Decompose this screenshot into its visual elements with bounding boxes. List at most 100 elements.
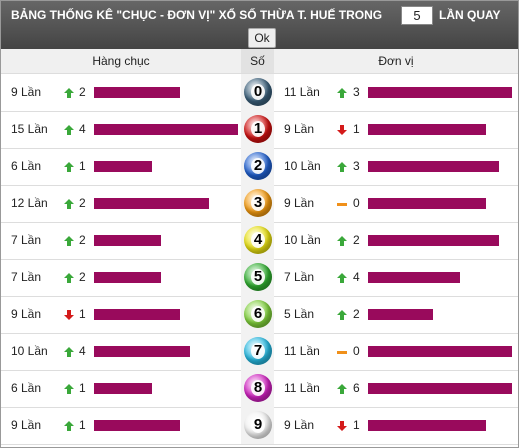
units-change: 1 [353, 122, 360, 136]
draw-count-input[interactable]: 5 [401, 6, 433, 25]
ball-highlight [251, 269, 265, 285]
trend-shape [64, 421, 74, 431]
ball-highlight [251, 195, 265, 211]
units-change: 2 [353, 233, 360, 247]
table-row: 12 Lần 2 3 9 Lần 0 [1, 185, 518, 223]
table-row: 9 Lần 2 0 11 Lần 3 [1, 74, 518, 112]
tens-change: 1 [79, 307, 86, 321]
digit: 3 [253, 194, 263, 211]
digit-ball: 6 [244, 300, 272, 328]
trend-icon [64, 273, 74, 283]
tens-change: 2 [79, 233, 86, 247]
units-bar [368, 198, 486, 209]
trend-shape [337, 125, 347, 135]
trend-shape [64, 236, 74, 246]
tens-bar [94, 235, 162, 246]
trend-icon [337, 162, 347, 172]
units-change: 3 [353, 85, 360, 99]
ball-highlight [251, 343, 265, 359]
digit: 1 [253, 120, 263, 137]
table-row: 10 Lần 4 7 11 Lần 0 [1, 333, 518, 371]
digit-ball: 7 [244, 337, 272, 365]
units-bar [368, 272, 460, 283]
units-change: 0 [353, 344, 360, 358]
trend-icon [337, 273, 347, 283]
tens-bar [94, 383, 152, 394]
digit-ball: 1 [244, 115, 272, 143]
trend-shape [337, 273, 347, 283]
table-row: 6 Lần 1 2 10 Lần 3 [1, 148, 518, 186]
digit: 6 [253, 305, 263, 322]
tens-bar [94, 420, 181, 431]
digit: 8 [253, 379, 263, 396]
trend-icon [337, 421, 347, 431]
trend-icon [337, 88, 347, 98]
units-bar [368, 124, 486, 135]
column-header: Hàng chục [1, 49, 241, 74]
units-change: 3 [353, 159, 360, 173]
trend-icon [64, 236, 74, 246]
units-change: 2 [353, 307, 360, 321]
ball-highlight [251, 417, 265, 433]
table-row: 7 Lần 2 4 10 Lần 2 [1, 222, 518, 260]
table-row: 7 Lần 2 5 7 Lần 4 [1, 259, 518, 297]
units-count: 7 Lần [284, 270, 315, 284]
ball-highlight [251, 84, 265, 100]
trend-shape [337, 351, 347, 354]
ok-button[interactable]: Ok [248, 28, 276, 48]
trend-icon [64, 310, 74, 320]
tens-count: 6 Lần [11, 381, 42, 395]
units-count: 10 Lần [284, 233, 321, 247]
tens-change: 2 [79, 270, 86, 284]
trend-shape [64, 162, 74, 172]
table-row: 9 Lần 1 9 9 Lần 1 [1, 407, 518, 445]
tens-change: 2 [79, 85, 86, 99]
units-bar [368, 346, 512, 357]
trend-icon [64, 421, 74, 431]
tens-count: 9 Lần [11, 307, 42, 321]
trend-shape [337, 421, 347, 431]
table-row: 6 Lần 1 8 11 Lần 6 [1, 370, 518, 408]
digit: 0 [253, 83, 263, 100]
trend-shape [64, 88, 74, 98]
units-count: 11 Lần [284, 381, 320, 395]
digit-ball: 9 [244, 411, 272, 439]
table-row: 9 Lần 1 6 5 Lần 2 [1, 296, 518, 334]
trend-icon [64, 384, 74, 394]
digit: 4 [253, 231, 263, 248]
column-header: Số [241, 49, 274, 74]
units-count: 11 Lần [284, 85, 320, 99]
trend-shape [337, 203, 347, 206]
tens-bar [94, 161, 152, 172]
units-change: 0 [353, 196, 360, 210]
trend-icon [337, 203, 347, 206]
trend-shape [64, 347, 74, 357]
units-change: 1 [353, 418, 360, 432]
trend-icon [337, 310, 347, 320]
trend-shape [64, 273, 74, 283]
trend-icon [64, 347, 74, 357]
digit-ball: 5 [244, 263, 272, 291]
title: BẢNG THỐNG KÊ "CHỤC - ĐƠN VỊ" XỔ SỐ THỪA… [11, 8, 383, 22]
trend-icon [64, 162, 74, 172]
tens-change: 1 [79, 418, 86, 432]
units-count: 10 Lần [284, 159, 321, 173]
digit: 9 [253, 416, 263, 433]
title-suffix: LẦN QUAY [439, 8, 501, 22]
ball-highlight [251, 380, 265, 396]
tens-bar [94, 198, 210, 209]
tens-bar [94, 124, 238, 135]
tens-count: 9 Lần [11, 85, 42, 99]
ball-highlight [251, 121, 265, 137]
digit-ball: 0 [244, 78, 272, 106]
digit: 5 [253, 268, 263, 285]
digit-ball: 2 [244, 152, 272, 180]
tens-bar [94, 309, 181, 320]
units-bar [368, 235, 499, 246]
units-count: 9 Lần [284, 122, 315, 136]
trend-shape [337, 236, 347, 246]
ball-highlight [251, 158, 265, 174]
trend-shape [64, 310, 74, 320]
ball-highlight [251, 306, 265, 322]
